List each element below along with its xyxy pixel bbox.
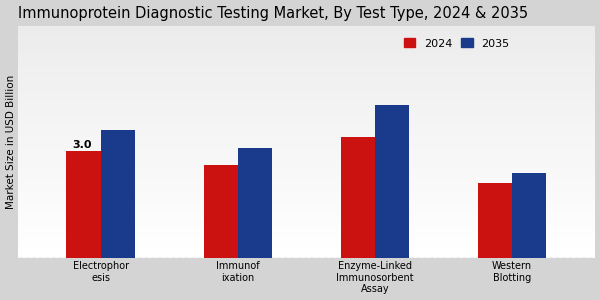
Bar [203,165,238,259]
Bar [512,172,547,259]
Bar [101,130,135,259]
Text: Immunoprotein Diagnostic Testing Market, By Test Type, 2024 & 2035: Immunoprotein Diagnostic Testing Market,… [19,6,529,21]
Bar [478,183,512,259]
Bar [238,148,272,259]
Text: 3.0: 3.0 [73,140,92,150]
Bar [375,105,409,259]
Bar [341,137,375,259]
Y-axis label: Market Size in USD Billion: Market Size in USD Billion [5,75,16,209]
Bar [67,151,101,259]
Legend: 2024, 2035: 2024, 2035 [400,34,514,53]
